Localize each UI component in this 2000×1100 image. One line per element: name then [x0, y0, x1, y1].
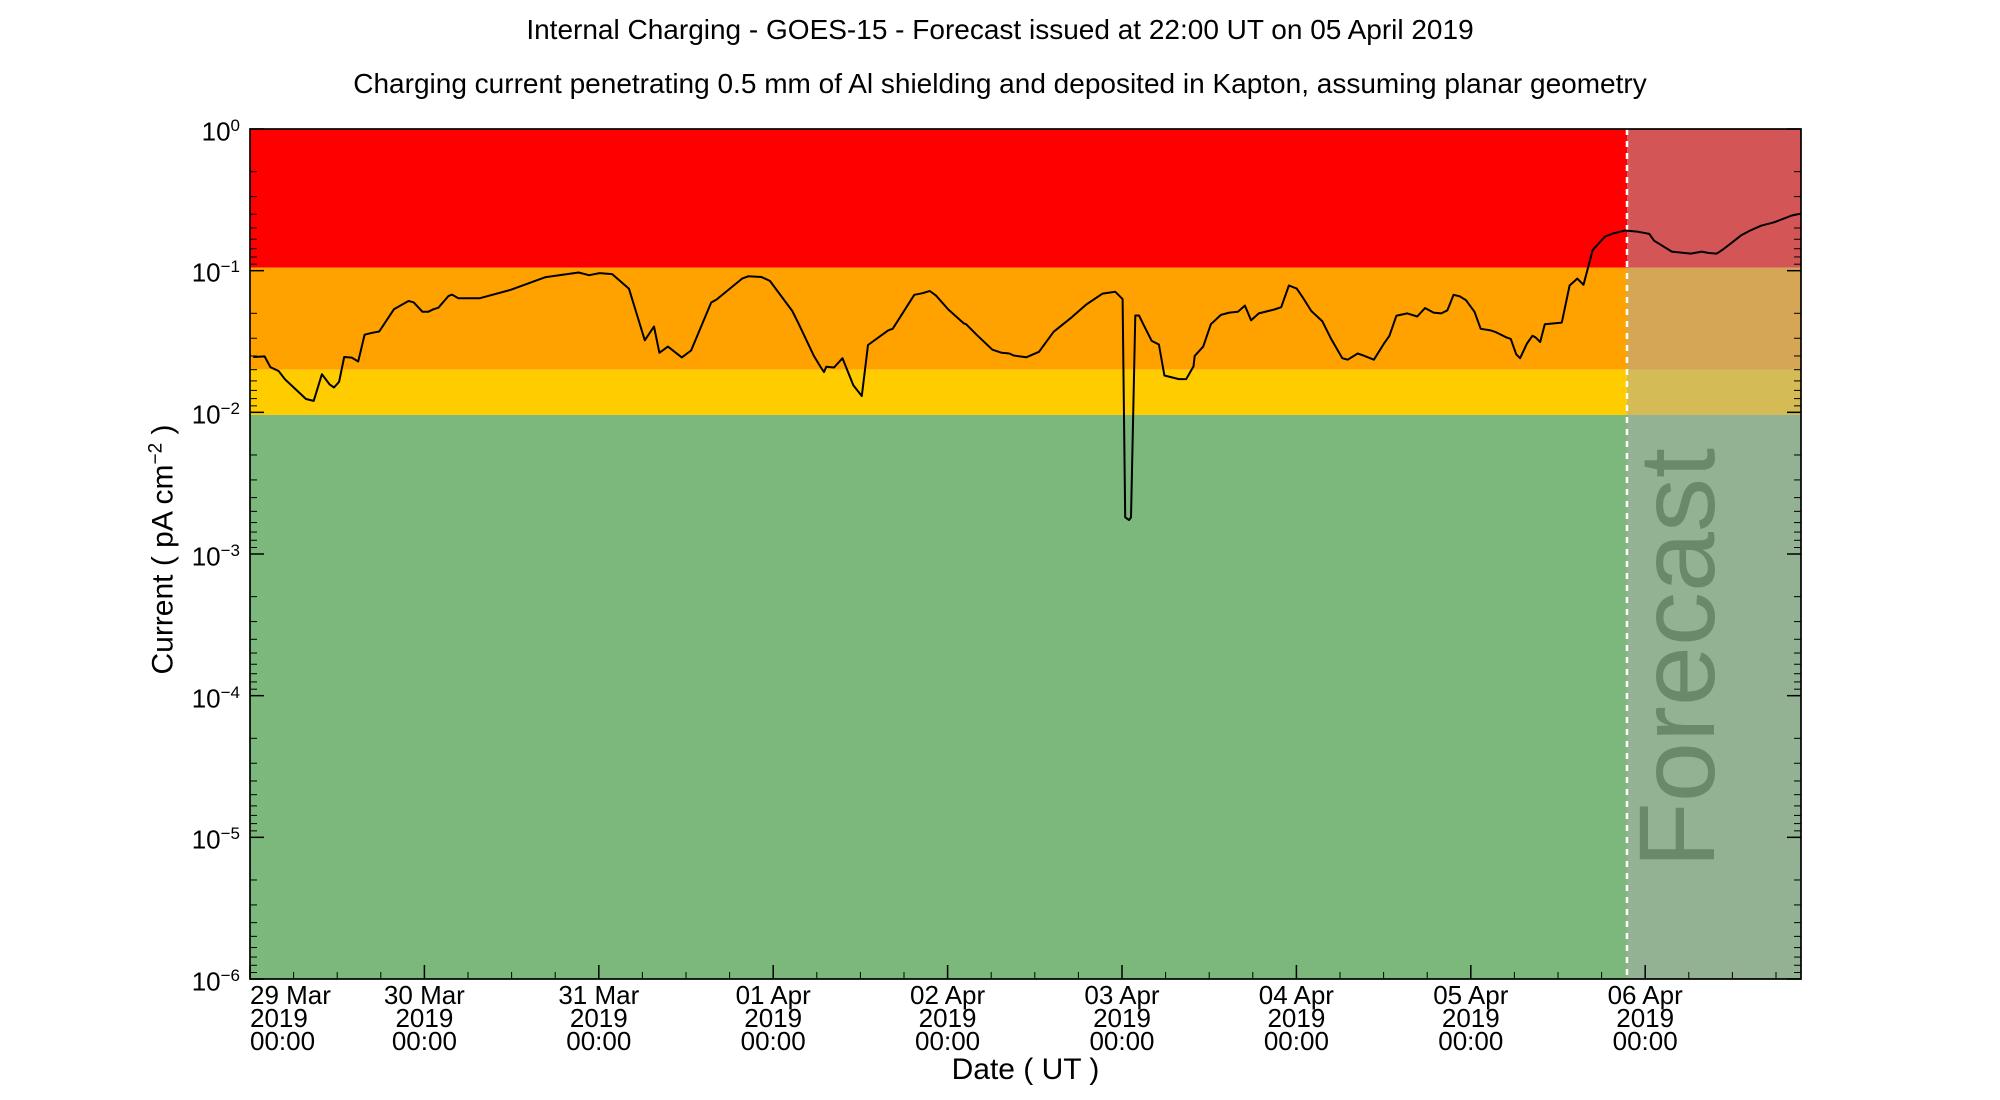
svg-text:Forecast: Forecast — [1616, 448, 1737, 868]
